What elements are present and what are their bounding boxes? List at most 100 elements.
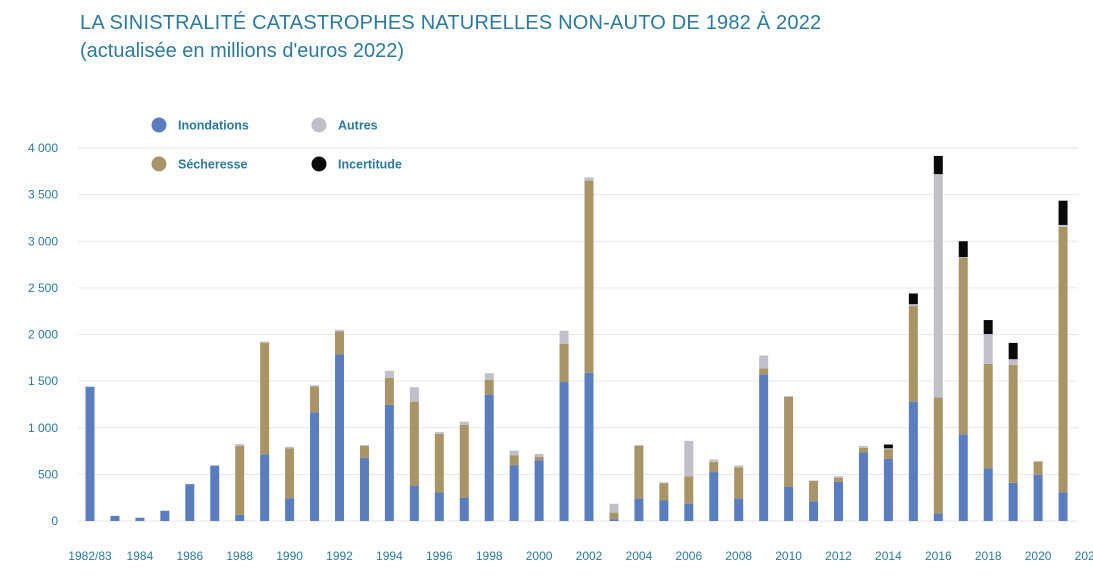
bar-segment-autres <box>459 421 469 425</box>
bar-segment-incertitude <box>883 444 893 449</box>
bar-segment-secheresse <box>1008 364 1018 483</box>
bar-segment-autres <box>858 445 868 448</box>
bar-segment-inondations <box>260 454 270 521</box>
bar-segment-autres <box>285 446 295 449</box>
bar-segment-inondations <box>759 374 769 521</box>
bar-segment-secheresse <box>709 461 719 473</box>
y-tick-label: 2 000 <box>28 328 58 342</box>
bar-segment-autres <box>310 385 320 387</box>
x-tick-label: 2000 <box>526 549 553 563</box>
bar-segment-autres <box>534 453 544 457</box>
bar-segment-secheresse <box>809 480 819 502</box>
x-tick-label: 2014 <box>875 549 902 563</box>
bar-segment-inondations <box>110 515 120 521</box>
x-tick-label: 2010 <box>775 549 802 563</box>
x-tick-label: 1986 <box>176 549 203 563</box>
bar-segment-inondations <box>1058 492 1068 521</box>
bar-segment-autres <box>260 341 270 343</box>
y-tick-label: 4 000 <box>28 141 58 155</box>
bar-segment-autres <box>958 257 968 259</box>
bar-segment-secheresse <box>409 401 419 487</box>
bar-segment-incertitude <box>908 293 918 305</box>
x-tick-label: 2016 <box>925 549 952 563</box>
bar-segment-secheresse <box>509 455 519 466</box>
bar-segment-secheresse <box>434 433 444 493</box>
bar-segment-inondations <box>285 498 295 521</box>
y-tick-label: 1 500 <box>28 374 58 388</box>
bar-segment-inondations <box>858 452 868 521</box>
bar-segment-incertitude <box>983 320 993 335</box>
bar-segment-secheresse <box>359 445 369 459</box>
y-tick-label: 0 <box>51 514 58 528</box>
bar-segment-inondations <box>709 472 719 521</box>
bar-segment-autres <box>335 329 344 332</box>
y-tick-label: 3 000 <box>28 234 58 248</box>
bar-segment-inondations <box>609 519 619 521</box>
bar-segment-autres <box>684 440 694 477</box>
bar-segment-secheresse <box>759 368 769 375</box>
bar-segment-secheresse <box>310 386 320 413</box>
bar-segment-inondations <box>235 514 245 521</box>
bar-segment-inondations <box>983 468 993 521</box>
bar-segment-inondations <box>784 486 794 521</box>
bar-segment-inondations <box>335 354 344 521</box>
bar-segment-autres <box>434 431 444 434</box>
bar-segment-autres <box>634 445 644 446</box>
bar-segment-inondations <box>534 460 544 521</box>
bar-segment-inondations <box>484 394 494 521</box>
legend-label-autres: Autres <box>338 119 378 133</box>
grid-lines <box>78 147 1078 522</box>
bar-segment-secheresse <box>285 448 295 499</box>
bar-segment-secheresse <box>684 476 694 504</box>
bar-segment-autres <box>509 450 519 456</box>
bar-segment-autres <box>1008 359 1018 365</box>
bar-segment-secheresse <box>584 180 594 373</box>
legend-label-secheresse: Sécheresse <box>178 158 248 172</box>
legend: Inondations Sécheresse Autres Incertitude <box>151 117 402 172</box>
x-tick-label: 2006 <box>675 549 702 563</box>
bar-segment-inondations <box>659 500 669 521</box>
bar-segment-inondations <box>1033 474 1043 521</box>
x-tick-label: 1994 <box>376 549 403 563</box>
x-tick-label: 1984 <box>127 549 154 563</box>
bar-segment-autres <box>559 330 569 344</box>
bar-segment-inondations <box>634 498 644 521</box>
y-tick-label: 1 000 <box>28 421 58 435</box>
bar-segment-inondations <box>434 492 444 521</box>
bar-segment-incertitude <box>933 155 943 175</box>
x-tick-label: 2012 <box>825 549 852 563</box>
y-tick-label: 500 <box>38 467 58 481</box>
bar-segment-autres <box>759 355 769 369</box>
bar-segment-incertitude <box>1008 342 1018 360</box>
bar-segment-autres <box>359 445 369 446</box>
bar-segment-secheresse <box>983 363 993 469</box>
bar-segment-inondations <box>135 517 145 521</box>
bar-segment-autres <box>734 465 744 468</box>
bar-segment-secheresse <box>260 342 270 455</box>
x-axis-ticks: 1982/83 1984 1986 1988 1990 1992 1994 1996 1998 2… <box>68 549 1093 563</box>
bar-segment-secheresse <box>559 343 569 383</box>
bar-segment-incertitude <box>1058 200 1068 225</box>
bar-segment-autres <box>809 480 819 481</box>
bar-segment-inondations <box>834 481 843 521</box>
bar-segment-secheresse <box>734 467 744 499</box>
bar-segment-inondations <box>584 372 594 521</box>
bar-segment-inondations <box>210 465 220 521</box>
legend-marker-inondations <box>151 117 167 133</box>
bar-segment-inondations <box>459 497 469 521</box>
bar-segment-autres <box>609 503 619 513</box>
bar-segment-autres <box>235 444 245 446</box>
bar-segment-secheresse <box>335 331 344 355</box>
bar-segment-autres <box>983 334 993 364</box>
legend-marker-incertitude <box>311 156 327 172</box>
x-tick-label: 2018 <box>975 549 1002 563</box>
bar-segment-inondations <box>384 404 394 521</box>
bar-segment-autres <box>1033 460 1043 462</box>
bar-segment-secheresse <box>908 306 918 402</box>
bar-segment-secheresse <box>958 258 968 435</box>
bar-segment-secheresse <box>484 379 494 395</box>
bar-segment-secheresse <box>834 477 843 482</box>
x-tick-label: 2008 <box>725 549 752 563</box>
bar-segment-inondations <box>734 498 744 521</box>
bar-segment-secheresse <box>384 377 394 405</box>
